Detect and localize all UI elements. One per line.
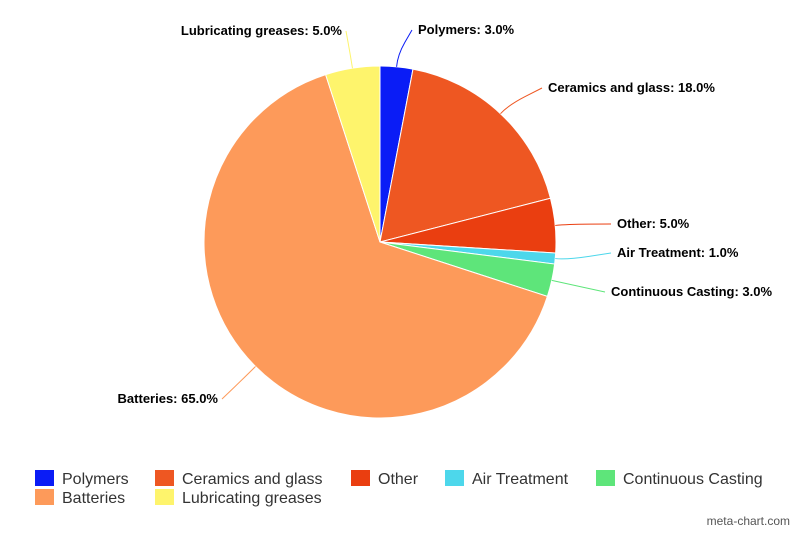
legend-swatch-batteries bbox=[35, 489, 54, 505]
slice-label-polymers: Polymers: 3.0% bbox=[418, 22, 515, 37]
legend-swatch-polymers bbox=[35, 470, 54, 486]
legend-swatch-air-treatment bbox=[445, 470, 464, 486]
legend-swatch-ceramics-and-glass bbox=[155, 470, 174, 486]
legend-item-other[interactable]: Other bbox=[351, 470, 419, 488]
leader-line-polymers bbox=[396, 29, 413, 67]
legend-swatch-lubricating-greases bbox=[155, 489, 174, 505]
legend-label-continuous-casting: Continuous Casting bbox=[623, 471, 763, 488]
legend-item-batteries[interactable]: Batteries bbox=[35, 489, 125, 507]
pie-slice-ceramics-and-glass bbox=[379, 68, 552, 243]
leader-line-batteries bbox=[221, 366, 256, 400]
legend-swatch-continuous-casting bbox=[596, 470, 615, 486]
slice-label-air-treatment: Air Treatment: 1.0% bbox=[617, 245, 739, 260]
pie-slice-lubricating-greases bbox=[324, 65, 381, 243]
slice-label-ceramics-and-glass: Ceramics and glass: 18.0% bbox=[548, 80, 715, 95]
legend-item-lubricating-greases[interactable]: Lubricating greases bbox=[155, 489, 322, 507]
legend-item-polymers[interactable]: Polymers bbox=[35, 470, 129, 488]
credit-text: meta-chart.com bbox=[707, 514, 790, 528]
leader-line-other bbox=[555, 223, 612, 226]
leader-line-lubricating-greases bbox=[345, 30, 353, 69]
legend-swatch-other bbox=[351, 470, 370, 486]
legend-label-other: Other bbox=[378, 471, 419, 488]
slice-label-continuous-casting: Continuous Casting: 3.0% bbox=[611, 284, 773, 299]
slice-labels: Polymers: 3.0% Ceramics and glass: 18.0% O… bbox=[118, 22, 773, 406]
legend-label-lubricating-greases: Lubricating greases bbox=[182, 490, 322, 507]
leader-line-continuous-casting bbox=[551, 279, 606, 293]
legend-item-continuous-casting[interactable]: Continuous Casting bbox=[596, 470, 763, 488]
legend-label-polymers: Polymers bbox=[62, 471, 129, 488]
legend-label-batteries: Batteries bbox=[62, 490, 125, 507]
pie-slice-batteries bbox=[203, 73, 549, 419]
leader-line-air-treatment bbox=[555, 252, 612, 260]
legend-item-ceramics-and-glass[interactable]: Ceramics and glass bbox=[155, 470, 323, 488]
legend-item-air-treatment[interactable]: Air Treatment bbox=[445, 470, 569, 488]
legend-label-ceramics-and-glass: Ceramics and glass bbox=[182, 471, 323, 488]
legend: Polymers Ceramics and glass Other Air Treat… bbox=[35, 470, 763, 507]
legend-label-air-treatment: Air Treatment bbox=[472, 471, 569, 488]
slice-label-other: Other: 5.0% bbox=[617, 216, 690, 231]
slice-label-lubricating-greases: Lubricating greases: 5.0% bbox=[181, 23, 343, 38]
slice-label-batteries: Batteries: 65.0% bbox=[118, 391, 219, 406]
leader-lines bbox=[221, 29, 612, 400]
pie-slices bbox=[203, 65, 557, 419]
leader-line-ceramics-and-glass bbox=[500, 87, 543, 115]
